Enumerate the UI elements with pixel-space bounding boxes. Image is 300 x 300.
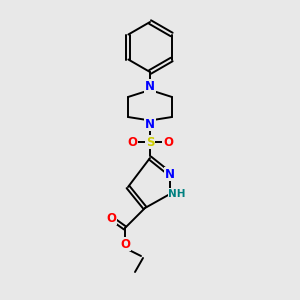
Text: S: S	[146, 136, 154, 148]
Text: O: O	[106, 212, 116, 224]
Text: O: O	[120, 238, 130, 250]
Text: N: N	[145, 118, 155, 130]
Text: N: N	[145, 80, 155, 92]
Text: NH: NH	[168, 189, 186, 199]
Text: N: N	[165, 167, 175, 181]
Text: O: O	[163, 136, 173, 148]
Text: O: O	[127, 136, 137, 148]
